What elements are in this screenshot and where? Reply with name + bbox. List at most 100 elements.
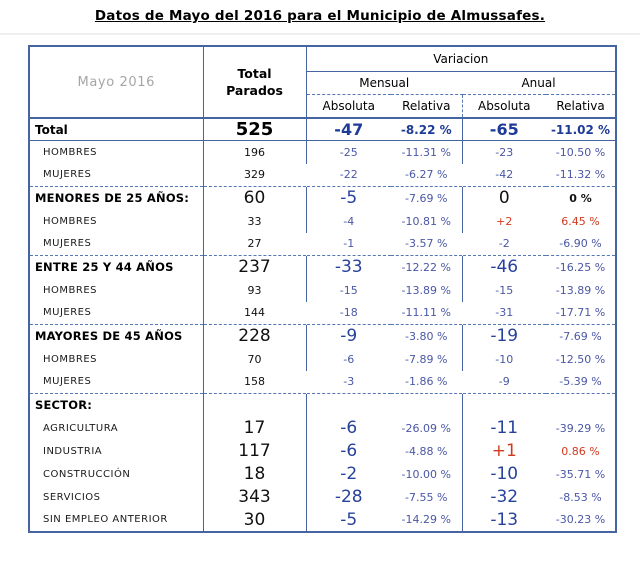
cell-mensual-absoluta: -22 bbox=[339, 168, 358, 182]
cell-mensual-absoluta: -6 bbox=[305, 439, 391, 463]
row-label: CONSTRUCCIÓN bbox=[43, 468, 131, 480]
row-label: SERVICIOS bbox=[43, 491, 101, 503]
cell-mensual-absoluta: -1 bbox=[343, 237, 355, 251]
table-row: CONSTRUCCIÓN 18 -2 -10.00 % -10 -35.71 % bbox=[29, 462, 616, 486]
cell-total-parados: 144 bbox=[202, 301, 306, 325]
cell-anual-absoluta: +1 bbox=[461, 439, 546, 463]
cell-total-parados: 343 bbox=[202, 485, 306, 509]
cell-total-parados: 525 bbox=[202, 117, 306, 141]
cell-anual-relativa: -10.50 % bbox=[555, 145, 606, 159]
cell-mensual-absoluta: -5 bbox=[305, 186, 391, 210]
cell-anual-relativa: -7.69 % bbox=[546, 324, 617, 348]
cell-mensual-relativa: -7.89 % bbox=[405, 352, 448, 366]
cell-total-parados: 117 bbox=[202, 439, 306, 463]
cell-mensual-relativa: -7.55 % bbox=[405, 490, 448, 504]
table-row: HOMBRES 93 -15 -13.89 % -15 -13.89 % bbox=[29, 278, 616, 302]
cell-mensual-relativa: -14.29 % bbox=[401, 513, 451, 526]
table-row: SIN EMPLEO ANTERIOR 30 -5 -14.29 % -13 -30.23… bbox=[29, 508, 616, 532]
cell-total-parados: 27 bbox=[202, 232, 306, 256]
row-label: Total bbox=[29, 117, 203, 141]
cell-anual-absoluta: -13 bbox=[461, 508, 546, 532]
cell-mensual-relativa: -6.27 % bbox=[405, 168, 448, 182]
cell-total-parados bbox=[202, 393, 306, 417]
cell-mensual-absoluta: -4 bbox=[305, 209, 391, 233]
row-label: HOMBRES bbox=[43, 284, 97, 296]
cell-mensual-relativa: -10.00 % bbox=[401, 467, 451, 481]
cell-total-parados: 30 bbox=[202, 508, 306, 532]
cell-total-parados: 60 bbox=[202, 186, 306, 210]
cell-anual-relativa: -13.89 % bbox=[555, 283, 606, 297]
cell-mensual-relativa: -26.09 % bbox=[401, 421, 451, 435]
row-label: HOMBRES bbox=[43, 353, 97, 365]
cell-mensual-absoluta: -25 bbox=[305, 140, 391, 164]
variation-header: Variacion bbox=[306, 46, 617, 72]
cell-mensual-relativa: -1.86 % bbox=[405, 375, 448, 389]
cell-mensual-absoluta: -6 bbox=[305, 416, 391, 440]
cell-total-parados: 158 bbox=[202, 370, 306, 394]
cell-total-parados: 70 bbox=[202, 347, 306, 371]
cell-mensual-relativa: -12.22 % bbox=[391, 255, 462, 279]
cell-mensual-relativa: -7.69 % bbox=[391, 186, 462, 210]
table-row: MAYORES DE 45 AÑOS 228 -9 -3.80 % -19 -7.69 % bbox=[29, 324, 617, 348]
cell-anual-relativa: -35.71 % bbox=[555, 467, 606, 481]
cell-anual-relativa: -8.53 % bbox=[559, 490, 602, 504]
row-label: SECTOR: bbox=[29, 393, 203, 417]
cell-mensual-relativa: -11.31 % bbox=[401, 145, 451, 159]
row-label: HOMBRES bbox=[43, 146, 97, 158]
row-label: MAYORES DE 45 AÑOS bbox=[29, 324, 203, 348]
cell-anual-relativa: 0 % bbox=[546, 186, 617, 210]
row-label: MUJERES bbox=[43, 376, 92, 388]
row-label: HOMBRES bbox=[43, 215, 97, 227]
cell-anual-absoluta: -32 bbox=[461, 485, 546, 509]
monthly-relative-header: Relativa bbox=[402, 98, 451, 113]
cell-mensual-relativa bbox=[391, 393, 462, 417]
cell-total-parados: 93 bbox=[202, 278, 306, 302]
cell-anual-relativa: -11.32 % bbox=[555, 168, 606, 182]
cell-mensual-relativa: -10.81 % bbox=[401, 214, 451, 228]
annual-absolute-header: Absoluta bbox=[461, 94, 546, 118]
cell-anual-relativa: -11.02 % bbox=[546, 117, 617, 141]
cell-anual-absoluta: -46 bbox=[461, 255, 546, 279]
table-row: HOMBRES 70 -6 -7.89 % -10 -12.50 % bbox=[29, 347, 616, 371]
cell-mensual-relativa: -8.22 % bbox=[391, 117, 462, 141]
table-row: Total 525 -47 -8.22 % -65 -11.02 % bbox=[29, 117, 617, 141]
cell-anual-absoluta: -11 bbox=[461, 416, 546, 440]
cell-anual-relativa: 6.45 % bbox=[561, 214, 600, 228]
cell-anual-absoluta: -2 bbox=[498, 237, 510, 251]
table-row: MUJERES 27 -1 -3.57 % -2 -6.90 % bbox=[29, 232, 616, 256]
cell-mensual-relativa: -11.11 % bbox=[401, 306, 451, 320]
cell-total-parados: 196 bbox=[202, 140, 306, 164]
row-label: MUJERES bbox=[43, 307, 92, 319]
cell-anual-absoluta: -19 bbox=[461, 324, 546, 348]
cell-mensual-relativa: -3.80 % bbox=[391, 324, 462, 348]
cell-anual-relativa bbox=[546, 393, 617, 417]
cell-mensual-absoluta: -3 bbox=[343, 375, 355, 389]
cell-mensual-absoluta: -6 bbox=[305, 347, 391, 371]
table-row: ENTRE 25 Y 44 AÑOS 237 -33 -12.22 % -46 -16.2… bbox=[29, 255, 617, 279]
period-label: Mayo 2016 bbox=[77, 74, 155, 90]
cell-mensual-relativa: -3.57 % bbox=[405, 237, 448, 251]
cell-anual-relativa: -30.23 % bbox=[555, 513, 606, 526]
cell-anual-relativa: -17.71 % bbox=[555, 306, 606, 320]
total-parados-header-line1: Total bbox=[237, 66, 272, 81]
cell-mensual-absoluta: -33 bbox=[305, 255, 391, 279]
cell-mensual-absoluta: -9 bbox=[305, 324, 391, 348]
cell-total-parados: 18 bbox=[202, 462, 306, 486]
cell-anual-relativa: -12.50 % bbox=[555, 352, 606, 366]
cell-total-parados: 237 bbox=[202, 255, 306, 279]
table-row: HOMBRES 33 -4 -10.81 % +2 6.45 % bbox=[29, 209, 616, 233]
cell-anual-absoluta bbox=[461, 393, 546, 417]
monthly-absolute-header: Absoluta bbox=[322, 98, 375, 113]
cell-anual-relativa: -5.39 % bbox=[559, 375, 602, 389]
unemployment-report-table: Mayo 2016 Total Parados Variacion Mensua… bbox=[28, 45, 618, 533]
cell-anual-relativa: -39.29 % bbox=[555, 421, 606, 435]
cell-total-parados: 33 bbox=[202, 209, 306, 233]
cell-mensual-absoluta: -18 bbox=[339, 306, 358, 320]
row-label: SIN EMPLEO ANTERIOR bbox=[43, 514, 168, 525]
cell-mensual-absoluta bbox=[305, 393, 391, 417]
total-parados-header: Total Parados bbox=[202, 46, 307, 118]
cell-mensual-relativa: -13.89 % bbox=[401, 283, 451, 297]
table-row: AGRICULTURA 17 -6 -26.09 % -11 -39.29 % bbox=[29, 416, 616, 440]
cell-anual-absoluta: -10 bbox=[461, 347, 546, 371]
table-row: HOMBRES 196 -25 -11.31 % -23 -10.50 % bbox=[29, 140, 616, 164]
